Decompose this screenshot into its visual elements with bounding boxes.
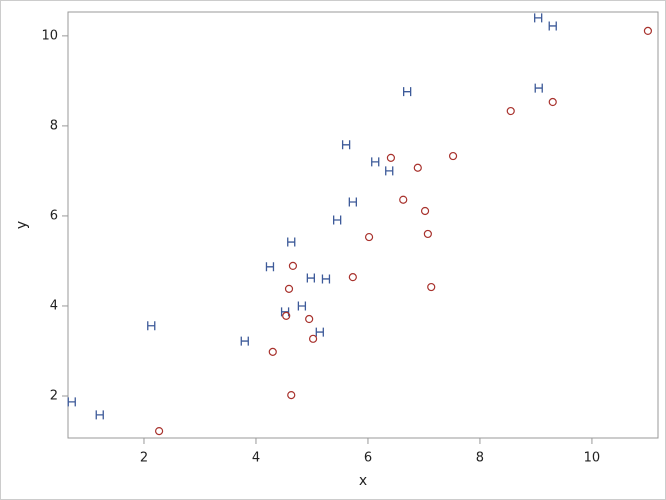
- point: [386, 153, 396, 162]
- point: [321, 274, 331, 284]
- point: [305, 314, 314, 324]
- point: [348, 197, 357, 207]
- point: [147, 321, 156, 331]
- point: [315, 327, 324, 337]
- point: [265, 262, 275, 272]
- point: [268, 347, 277, 356]
- point: [548, 97, 557, 107]
- point: [306, 273, 315, 283]
- point: [348, 273, 357, 282]
- y-tick-label: 10: [41, 28, 58, 43]
- point: [420, 206, 430, 216]
- point: [427, 282, 436, 292]
- point: [399, 195, 408, 204]
- point: [341, 140, 351, 150]
- plot-frame: [67, 11, 659, 439]
- x-tick-label: 10: [584, 451, 601, 466]
- point: [95, 410, 104, 420]
- x-axis-title: x: [359, 473, 367, 489]
- point: [288, 261, 298, 270]
- point: [280, 307, 290, 317]
- point: [448, 151, 458, 161]
- x-tick-label: 4: [252, 451, 260, 466]
- point: [413, 163, 422, 172]
- point: [308, 334, 318, 343]
- point: [643, 26, 653, 36]
- point: [506, 106, 515, 116]
- point: [534, 83, 543, 93]
- point: [282, 311, 291, 320]
- point: [534, 13, 543, 23]
- y-tick-label: 4: [50, 298, 58, 313]
- point: [333, 215, 342, 225]
- point: [155, 427, 164, 436]
- y-axis-title: y: [14, 221, 30, 229]
- x-tick-label: 6: [364, 451, 372, 466]
- y-tick-label: 8: [50, 118, 58, 133]
- y-tick-label: 2: [50, 388, 58, 403]
- point: [371, 157, 380, 167]
- point: [385, 166, 394, 176]
- y-tick-label: 6: [50, 208, 58, 223]
- point: [297, 301, 307, 311]
- point: [403, 87, 412, 97]
- point: [287, 390, 296, 400]
- point: [548, 21, 557, 31]
- point: [287, 237, 296, 247]
- point: [364, 232, 374, 242]
- point: [284, 284, 294, 293]
- point: [423, 229, 432, 239]
- x-tick-label: 8: [476, 451, 484, 466]
- point: [67, 397, 76, 407]
- point: [240, 336, 249, 346]
- x-tick-label: 2: [140, 451, 148, 466]
